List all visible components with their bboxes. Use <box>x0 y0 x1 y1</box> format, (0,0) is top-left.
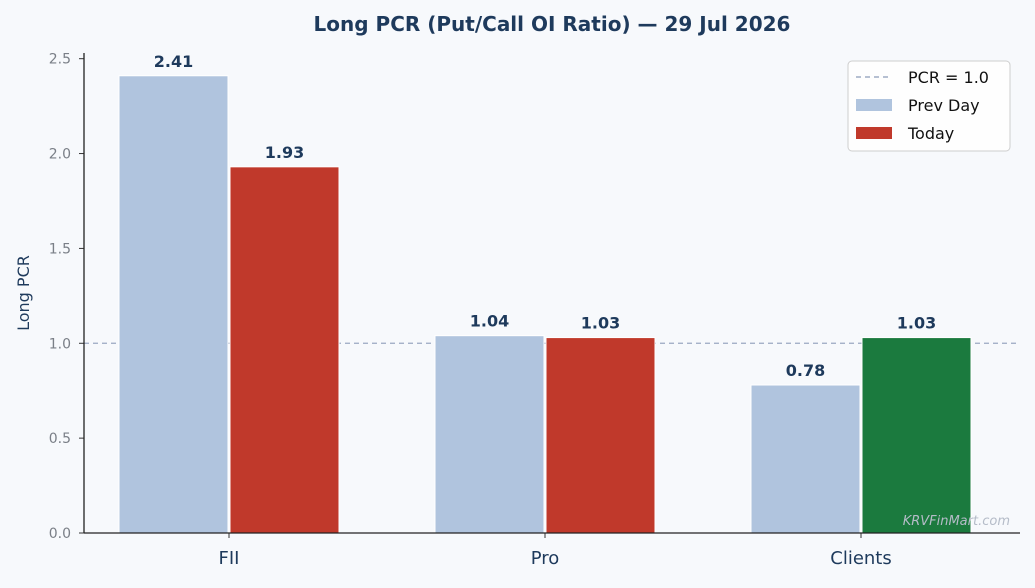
data-label-today-pro: 1.03 <box>581 314 620 333</box>
y-tick-label: 2.5 <box>49 52 71 68</box>
bar-today-clients <box>861 337 972 534</box>
bar-prev-day-pro <box>434 335 545 534</box>
bar-prev-day-clients <box>750 384 861 534</box>
watermark: KRVFinMart.com <box>903 514 1010 529</box>
data-label-prev-day-pro: 1.04 <box>470 312 509 331</box>
data-label-prev-day-clients: 0.78 <box>786 361 825 380</box>
legend-swatch-today <box>856 127 892 139</box>
data-label-today-clients: 1.03 <box>897 314 936 333</box>
x-tick-label-pro: Pro <box>531 548 560 569</box>
y-tick-label: 2.0 <box>49 147 71 163</box>
bar-today-fii <box>229 166 340 534</box>
y-tick-label: 0.5 <box>49 431 71 447</box>
y-tick-label: 1.5 <box>49 241 71 257</box>
y-tick-label: 0.0 <box>49 526 71 542</box>
bar-today-pro <box>545 337 656 534</box>
plot-area: 2.41 1.93 FII 1.04 1.03 Pro 0.78 1.03 Clients 0.0… <box>49 52 1020 569</box>
legend-label-1: Prev Day <box>908 96 980 115</box>
y-tick-label: 1.0 <box>49 336 71 352</box>
legend-label-2: Today <box>907 124 954 143</box>
data-label-today-fii: 1.93 <box>265 143 304 162</box>
chart-title: Long PCR (Put/Call OI Ratio) — 29 Jul 20… <box>314 12 791 36</box>
legend-label-0: PCR = 1.0 <box>908 68 989 87</box>
legend-swatch-prev-day <box>856 99 892 111</box>
x-tick-label-fii: FII <box>219 548 240 569</box>
y-axis-label: Long PCR <box>14 255 33 331</box>
data-label-prev-day-fii: 2.41 <box>154 52 193 71</box>
x-tick-label-clients: Clients <box>830 548 892 569</box>
bar-prev-day-fii <box>118 75 229 534</box>
